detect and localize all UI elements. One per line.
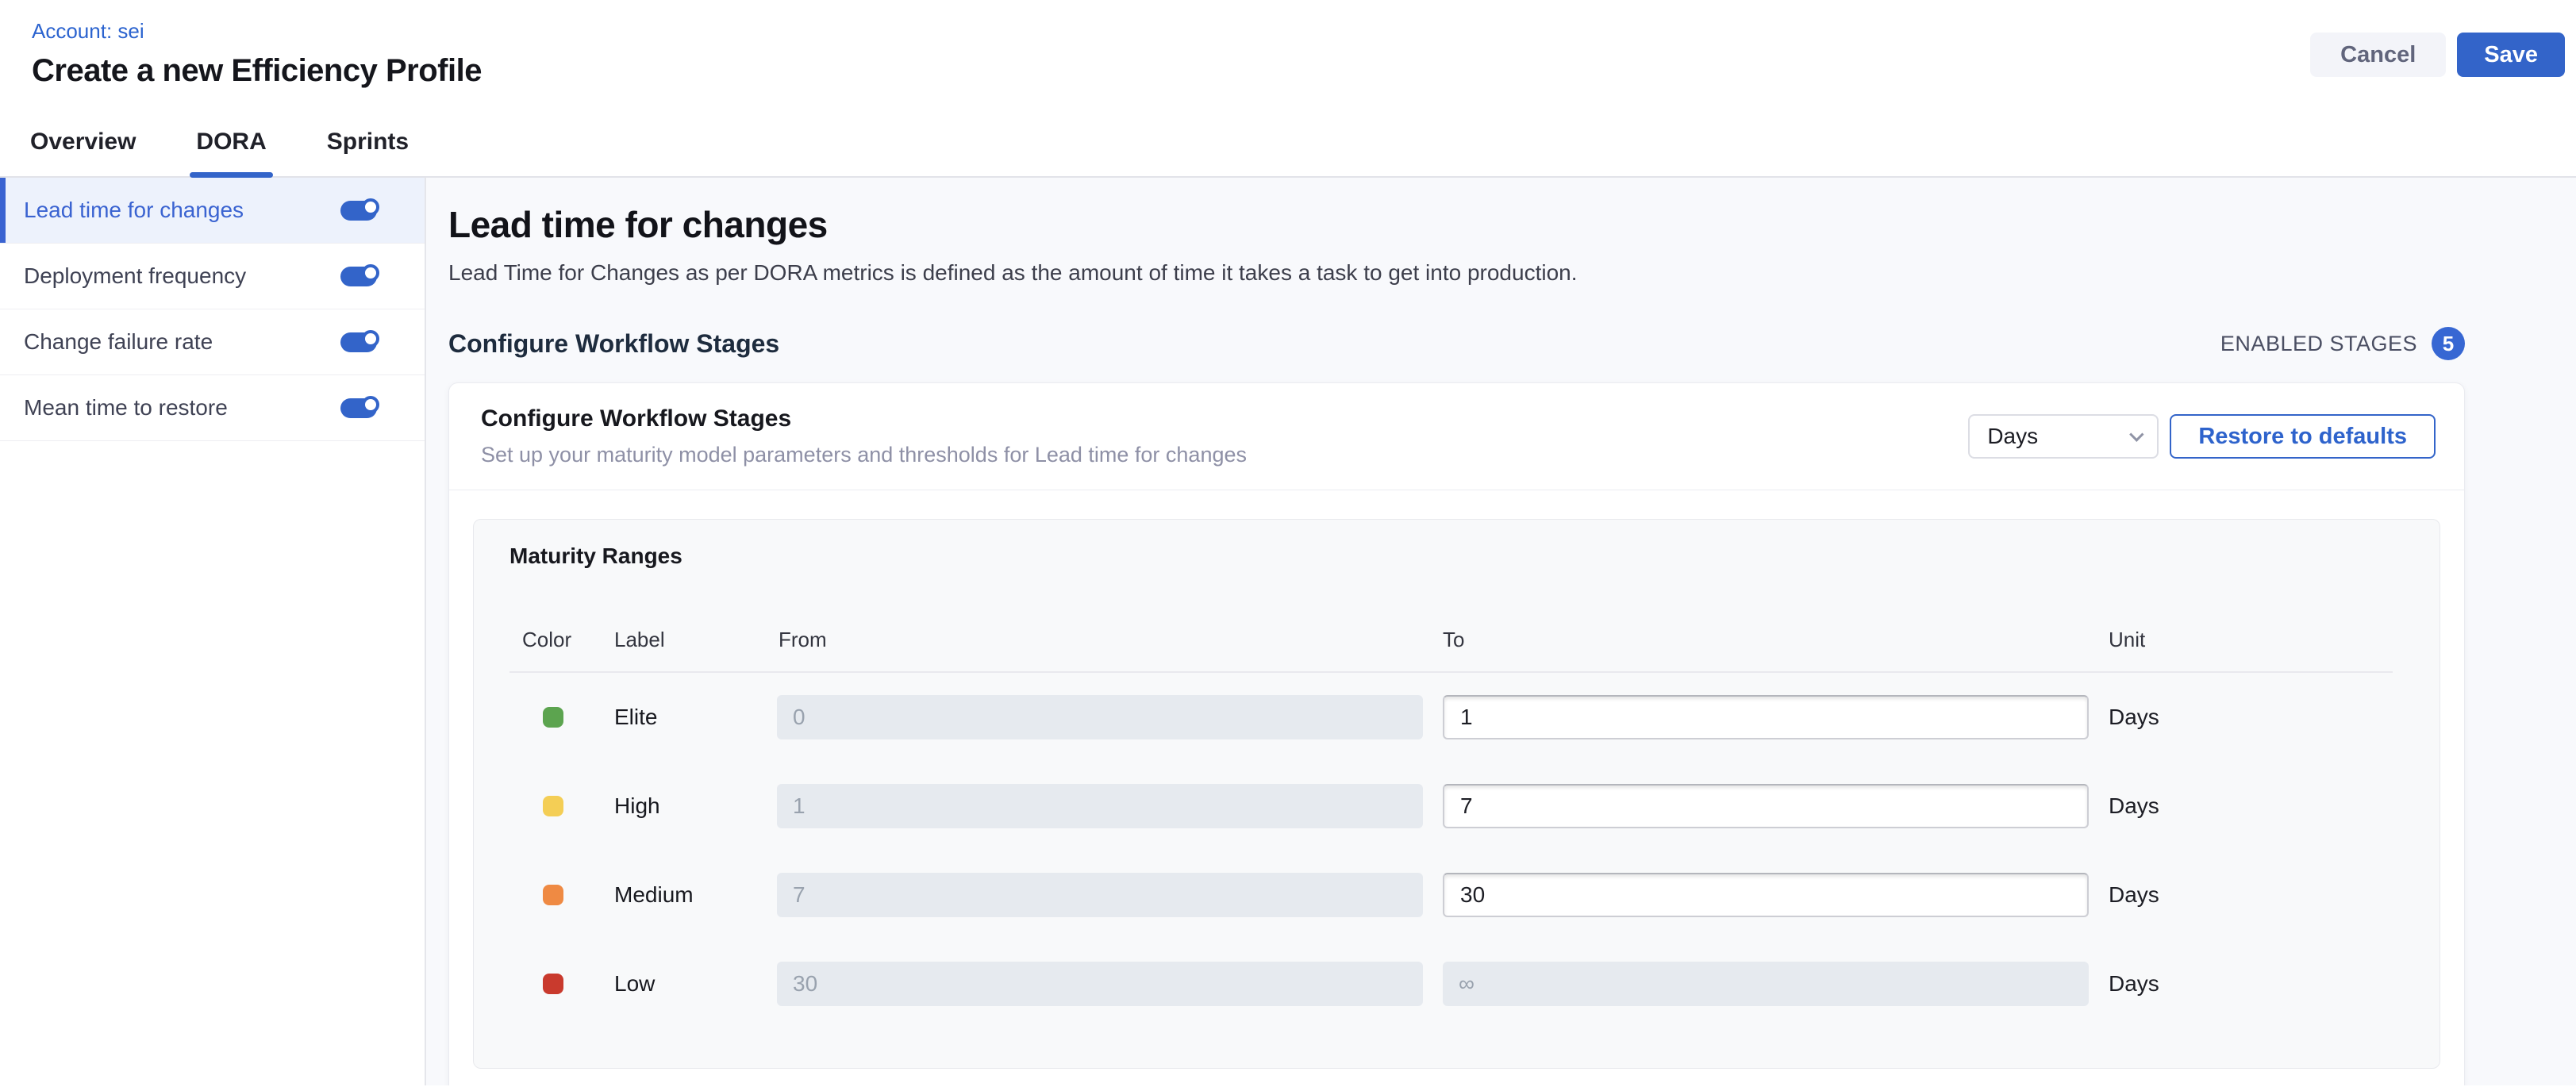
- sidebar-item-label: Deployment frequency: [24, 263, 247, 288]
- metric-heading: Lead time for changes: [448, 204, 828, 245]
- page-header: Account: sei Create a new Efficiency Pro…: [0, 0, 2576, 107]
- sidebar-item-label: Lead time for changes: [24, 198, 244, 222]
- toggle-knob: [362, 198, 379, 216]
- lead-time-toggle[interactable]: [340, 198, 379, 221]
- table-row-elite: Elite Days: [509, 673, 2393, 762]
- maturity-ranges-title: Maturity Ranges: [509, 544, 682, 568]
- tab-dora[interactable]: DORA: [190, 107, 274, 178]
- sidebar-item-label: Change failure rate: [24, 329, 213, 354]
- sidebar-item-label: Mean time to restore: [24, 395, 228, 420]
- column-header-color: Color: [522, 628, 572, 651]
- main-pane: Lead time for changes Lead Time for Chan…: [426, 178, 2576, 1085]
- header-actions: Cancel Save: [2310, 0, 2576, 107]
- column-header-from: From: [779, 628, 827, 651]
- toggle-knob: [362, 263, 379, 282]
- column-header-to: To: [1443, 628, 1465, 651]
- row-unit: Days: [2109, 971, 2159, 996]
- toggle-knob: [362, 329, 379, 348]
- elite-to-input[interactable]: [1443, 695, 2089, 739]
- card-controls: Days Restore to defaults: [1968, 414, 2436, 459]
- high-color-swatch: [543, 796, 563, 816]
- section-heading: Configure Workflow Stages: [448, 328, 780, 358]
- high-from-input: [777, 784, 1423, 828]
- card-header: Configure Workflow Stages Set up your ma…: [449, 383, 2464, 490]
- metric-description: Lead Time for Changes as per DORA metric…: [448, 260, 1578, 285]
- column-header-label: Label: [614, 628, 665, 651]
- elite-from-input: [777, 695, 1423, 739]
- card-header-text: Configure Workflow Stages Set up your ma…: [481, 405, 1247, 467]
- sidebar-item-change-failure-rate[interactable]: Change failure rate: [0, 309, 425, 375]
- deployment-frequency-toggle[interactable]: [340, 263, 379, 286]
- high-to-input[interactable]: [1443, 784, 2089, 828]
- row-unit: Days: [2109, 793, 2159, 818]
- medium-to-input[interactable]: [1443, 873, 2089, 917]
- card-body: Maturity Ranges Color Label From To Unit…: [449, 490, 2464, 1085]
- enabled-stages: ENABLED STAGES 5: [2220, 327, 2465, 360]
- maturity-table: Color Label From To Unit Elite Days: [509, 628, 2393, 1028]
- row-label: Medium: [614, 882, 694, 907]
- chevron-down-icon: [2129, 426, 2144, 442]
- enabled-stages-badge: 5: [2432, 327, 2465, 360]
- tab-bar: Overview DORA Sprints: [0, 107, 2576, 178]
- maturity-table-header: Color Label From To Unit: [509, 628, 2393, 673]
- card-title: Configure Workflow Stages: [481, 405, 792, 432]
- table-row-medium: Medium Days: [509, 851, 2393, 939]
- cancel-button[interactable]: Cancel: [2310, 33, 2447, 77]
- medium-from-input: [777, 873, 1423, 917]
- maturity-ranges-card: Maturity Ranges Color Label From To Unit…: [473, 519, 2440, 1069]
- change-failure-rate-toggle[interactable]: [340, 329, 379, 352]
- unit-select[interactable]: Days: [1968, 414, 2159, 459]
- row-label: High: [614, 793, 660, 818]
- row-label: Low: [614, 971, 656, 996]
- card-subtitle: Set up your maturity model parameters an…: [481, 443, 1247, 467]
- mean-time-to-restore-toggle[interactable]: [340, 395, 379, 418]
- sidebar-item-lead-time-for-changes[interactable]: Lead time for changes: [0, 178, 425, 244]
- table-row-low: Low Days: [509, 939, 2393, 1028]
- unit-select-value: Days: [1987, 424, 2039, 448]
- medium-color-swatch: [543, 885, 563, 905]
- low-to-input: [1443, 962, 2089, 1006]
- save-button[interactable]: Save: [2457, 33, 2565, 77]
- toggle-knob: [362, 395, 379, 413]
- workflow-stages-card: Configure Workflow Stages Set up your ma…: [448, 382, 2465, 1085]
- sidebar-item-deployment-frequency[interactable]: Deployment frequency: [0, 244, 425, 309]
- content-area: Lead time for changes Deployment frequen…: [0, 178, 2576, 1085]
- sidebar-item-mean-time-to-restore[interactable]: Mean time to restore: [0, 375, 425, 441]
- section-row: Configure Workflow Stages ENABLED STAGES…: [448, 327, 2465, 360]
- low-color-swatch: [543, 974, 563, 994]
- page-title: Create a new Efficiency Profile: [32, 53, 482, 88]
- tab-overview[interactable]: Overview: [30, 128, 136, 155]
- elite-color-swatch: [543, 707, 563, 728]
- metrics-sidebar: Lead time for changes Deployment frequen…: [0, 178, 426, 1085]
- low-from-input: [777, 962, 1423, 1006]
- row-unit: Days: [2109, 882, 2159, 907]
- header-left: Account: sei Create a new Efficiency Pro…: [0, 0, 482, 107]
- column-header-unit: Unit: [2109, 628, 2146, 651]
- restore-defaults-button[interactable]: Restore to defaults: [2170, 414, 2436, 459]
- row-unit: Days: [2109, 705, 2159, 729]
- tab-sprints[interactable]: Sprints: [326, 128, 409, 155]
- enabled-stages-label: ENABLED STAGES: [2220, 331, 2417, 355]
- table-row-high: High Days: [509, 762, 2393, 851]
- breadcrumb-account-link[interactable]: Account: sei: [32, 19, 144, 43]
- row-label: Elite: [614, 705, 658, 729]
